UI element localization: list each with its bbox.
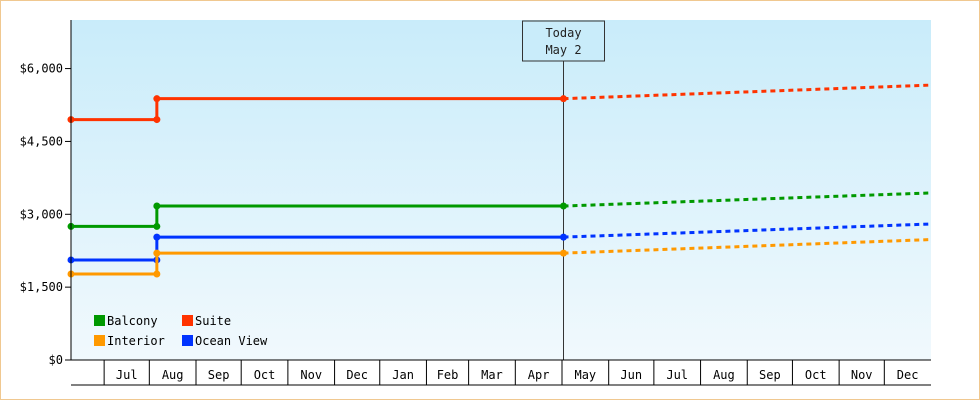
legend-swatch-suite: [182, 315, 193, 326]
data-point-suite: [153, 116, 161, 124]
x-tick-label: Dec: [897, 368, 919, 382]
series-forecast-suite: [563, 83, 932, 101]
data-point-balcony: [153, 202, 161, 210]
series-group: [67, 83, 932, 278]
series-forecast-balcony: [563, 191, 932, 208]
legend-swatch-ocean-view: [182, 335, 193, 346]
x-tick-label: May: [574, 368, 596, 382]
today-label: Today: [545, 26, 581, 40]
x-tick-label: Nov: [851, 368, 873, 382]
legend: Balcony Suite Interior Ocean View: [94, 314, 268, 348]
today-date: May 2: [545, 43, 581, 57]
series-line-ocean-view: [71, 235, 564, 262]
series-forecast-ocean-view: [563, 222, 932, 239]
y-tick-label: $4,500: [20, 134, 63, 148]
x-tick-label: Sep: [208, 368, 230, 382]
x-tick-label: Oct: [805, 368, 827, 382]
data-point-interior: [153, 249, 161, 257]
axes: $0 $1,500 $3,000 $4,500 $6,000 Jul Aug Sep Oct No…: [20, 20, 931, 386]
data-point-balcony: [560, 202, 568, 210]
x-tick-label: Dec: [346, 368, 368, 382]
legend-label-interior: Interior: [107, 334, 165, 348]
data-point-interior: [560, 249, 568, 257]
x-tick-label: Oct: [254, 368, 276, 382]
legend-swatch-interior: [94, 335, 105, 346]
data-point-interior: [153, 270, 161, 278]
x-tick-label: Jan: [392, 368, 414, 382]
series-line-interior: [71, 251, 564, 276]
y-tick-label: $6,000: [20, 62, 63, 76]
today-box: [522, 20, 606, 62]
x-tick-label: Feb: [437, 368, 459, 382]
data-point-suite: [560, 95, 568, 103]
legend-label-balcony: Balcony: [107, 314, 158, 328]
data-point-balcony: [153, 222, 161, 230]
data-point-ocean-view: [153, 233, 161, 241]
x-tick-label: Aug: [713, 368, 735, 382]
series-forecast-interior: [563, 238, 932, 255]
data-point-ocean-view: [560, 233, 568, 241]
legend-swatch-balcony: [94, 315, 105, 326]
x-tick-label: Apr: [528, 368, 550, 382]
y-tick-label: $3,000: [20, 207, 63, 221]
series-line-balcony: [71, 204, 564, 228]
x-tick-label: Sep: [759, 368, 781, 382]
x-tick-label: Jun: [620, 368, 642, 382]
series-line-suite: [71, 97, 564, 122]
x-tick-label: Nov: [300, 368, 322, 382]
legend-label-ocean-view: Ocean View: [195, 334, 268, 348]
x-tick-label: Jul: [116, 368, 138, 382]
legend-label-suite: Suite: [195, 314, 231, 328]
y-tick-label: $0: [49, 353, 63, 367]
x-tick-label: Aug: [162, 368, 184, 382]
x-tick-label: Jul: [666, 368, 688, 382]
data-point-suite: [153, 95, 161, 103]
plot-background: [71, 20, 931, 360]
x-tick-label: Mar: [481, 368, 503, 382]
today-marker: Today May 2: [522, 20, 606, 360]
y-tick-label: $1,500: [20, 280, 63, 294]
